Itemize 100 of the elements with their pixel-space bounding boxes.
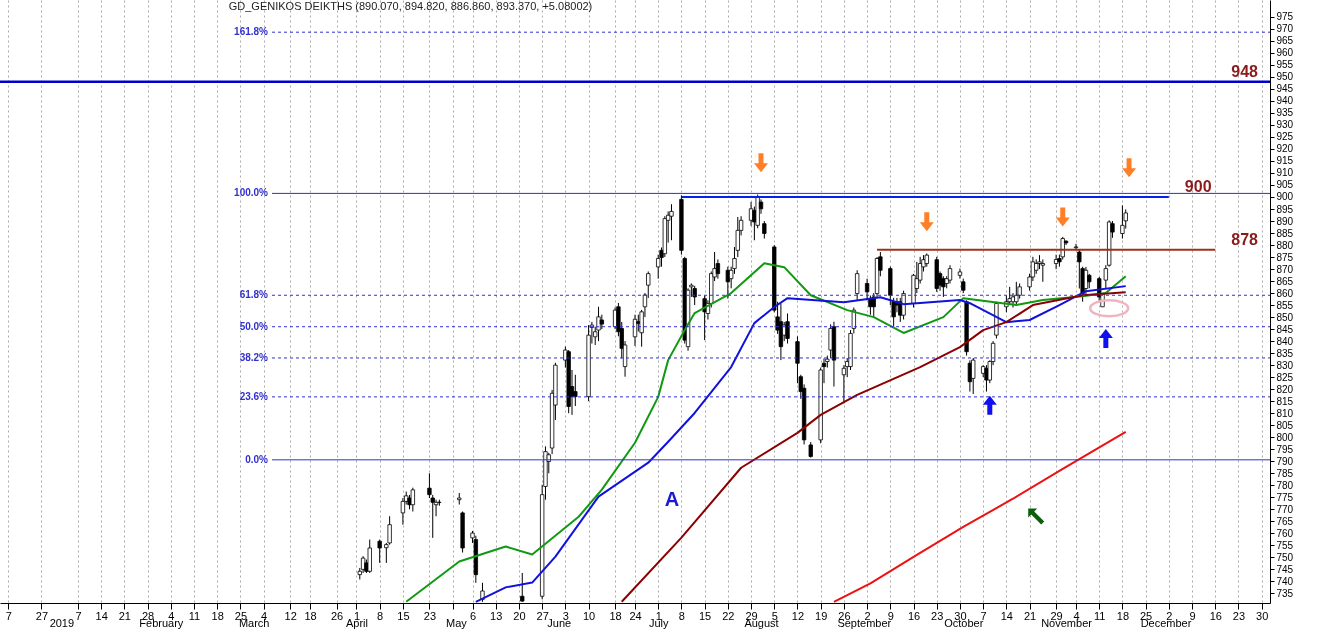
x-tick-label: 12 xyxy=(284,609,297,622)
y-tick-label: 820 xyxy=(1276,383,1294,395)
chart-title: GD_GENIKOS DEIKTHS (890.070, 894.820, 886.860, 893.370, +5.08002) xyxy=(228,0,593,12)
x-tick-label: 18 xyxy=(304,609,317,622)
candlestick xyxy=(785,313,790,345)
x-tick-label: 26 xyxy=(330,609,344,622)
x-tick-label: 30 xyxy=(1256,609,1269,622)
annotation: 50.0% xyxy=(239,320,269,332)
annotation: 38.2% xyxy=(239,351,269,363)
x-tick-label: 27 xyxy=(35,609,49,622)
annotation: A xyxy=(664,488,680,510)
x-tick-label: 29 xyxy=(1050,609,1063,622)
x-tick-label: 9 xyxy=(887,609,894,622)
y-tick-label: 845 xyxy=(1276,323,1294,335)
x-tick-label: 6 xyxy=(469,609,477,622)
x2-tick-label: 2019 xyxy=(49,616,75,629)
candlestick xyxy=(427,472,432,499)
candlestick xyxy=(725,266,730,300)
x2-tick-label: May xyxy=(446,616,468,629)
x-tick-label: 23 xyxy=(931,609,944,622)
x-tick-label: 23 xyxy=(423,609,437,622)
y-tick-label: 825 xyxy=(1276,371,1294,383)
candlestick xyxy=(901,290,906,321)
y-tick-label: 960 xyxy=(1276,47,1294,59)
y-tick-label: 785 xyxy=(1276,467,1294,479)
candlestick xyxy=(692,285,697,306)
x-tick-label: 8 xyxy=(678,609,685,622)
y-tick-label: 765 xyxy=(1276,515,1294,527)
y-tick-label: 950 xyxy=(1276,71,1294,83)
y-tick-label: 890 xyxy=(1276,215,1294,227)
y-tick-label: 860 xyxy=(1276,287,1294,299)
candlestick xyxy=(573,374,578,407)
candlestick xyxy=(855,269,860,301)
annotation: 161.8% xyxy=(234,26,269,38)
y-tick-label: 795 xyxy=(1276,443,1294,455)
y-tick-label: 800 xyxy=(1276,431,1294,443)
y-tick-label: 840 xyxy=(1276,335,1294,347)
x-tick-label: 4 xyxy=(168,609,175,622)
y-tick-label: 775 xyxy=(1276,491,1294,503)
line-series xyxy=(620,291,1127,603)
y-tick-label: 965 xyxy=(1276,35,1294,47)
y-tick-label: 770 xyxy=(1276,503,1294,515)
x-tick-label: 11 xyxy=(188,609,201,622)
y-tick-label: 925 xyxy=(1276,131,1294,143)
y-tick-label: 760 xyxy=(1276,527,1294,539)
line-series xyxy=(474,285,1127,603)
x-tick-label: 19 xyxy=(815,609,828,622)
x-tick-label: 24 xyxy=(629,609,642,622)
candlestick xyxy=(669,203,674,241)
annotation: 900 xyxy=(1184,178,1212,195)
x-tick-label: 11 xyxy=(1094,609,1106,622)
y-tick-label: 880 xyxy=(1276,239,1294,251)
y-tick-label: 975 xyxy=(1276,11,1294,23)
x-tick-label: 7 xyxy=(980,609,987,622)
candlestick xyxy=(1077,249,1082,290)
x-tick-label: 23 xyxy=(1232,609,1246,622)
y-tick-label: 920 xyxy=(1276,143,1294,155)
annotation: 948 xyxy=(1231,62,1259,80)
y-tick-label: 905 xyxy=(1276,179,1294,191)
x-tick-label: 21 xyxy=(1023,609,1037,622)
x-tick-label: 14 xyxy=(95,609,108,622)
candlestick xyxy=(947,264,953,284)
candlestick xyxy=(828,323,833,359)
x-tick-label: 9 xyxy=(1189,609,1196,622)
x-tick-label: 18 xyxy=(609,609,622,622)
y-tick-label: 945 xyxy=(1276,83,1294,95)
x-tick-label: 14 xyxy=(1000,609,1013,622)
x-tick-label: 16 xyxy=(1209,609,1222,622)
y-tick-label: 750 xyxy=(1276,551,1294,563)
y-tick-label: 885 xyxy=(1276,227,1294,239)
annotation: 61.8% xyxy=(239,289,269,301)
y-tick-label: 895 xyxy=(1276,203,1294,215)
candlestick xyxy=(1120,204,1125,240)
y-tick-label: 835 xyxy=(1276,347,1294,359)
annotation: 23.6% xyxy=(239,390,269,402)
y-tick-label: 875 xyxy=(1276,251,1294,263)
y-tick-label: 855 xyxy=(1276,299,1294,311)
y-tick-label: 830 xyxy=(1276,359,1294,371)
annotation: 878 xyxy=(1231,230,1259,248)
candlestick xyxy=(1073,243,1079,251)
y-tick-label: 815 xyxy=(1276,395,1294,407)
y-tick-label: 740 xyxy=(1276,575,1294,587)
y-tick-label: 850 xyxy=(1276,311,1294,323)
y-tick-label: 970 xyxy=(1276,23,1294,35)
x-tick-label: 15 xyxy=(397,609,410,622)
x-tick-label: 22 xyxy=(722,609,735,622)
x-tick-label: 20 xyxy=(513,609,526,622)
x-tick-label: 8 xyxy=(377,609,384,622)
candlestick xyxy=(971,357,976,395)
x-tick-label: 27 xyxy=(536,609,549,622)
y-tick-label: 805 xyxy=(1276,419,1294,431)
x-tick-label: 21 xyxy=(118,609,131,622)
candlestick xyxy=(957,268,963,280)
candlestick xyxy=(967,359,973,393)
line-series xyxy=(832,430,1127,603)
annotation: 0.0% xyxy=(245,453,269,465)
x-tick-label: 3 xyxy=(562,609,569,622)
y-tick-label: 780 xyxy=(1276,479,1294,491)
y-tick-label: 900 xyxy=(1276,191,1294,203)
annotation: 100.0% xyxy=(234,187,269,199)
